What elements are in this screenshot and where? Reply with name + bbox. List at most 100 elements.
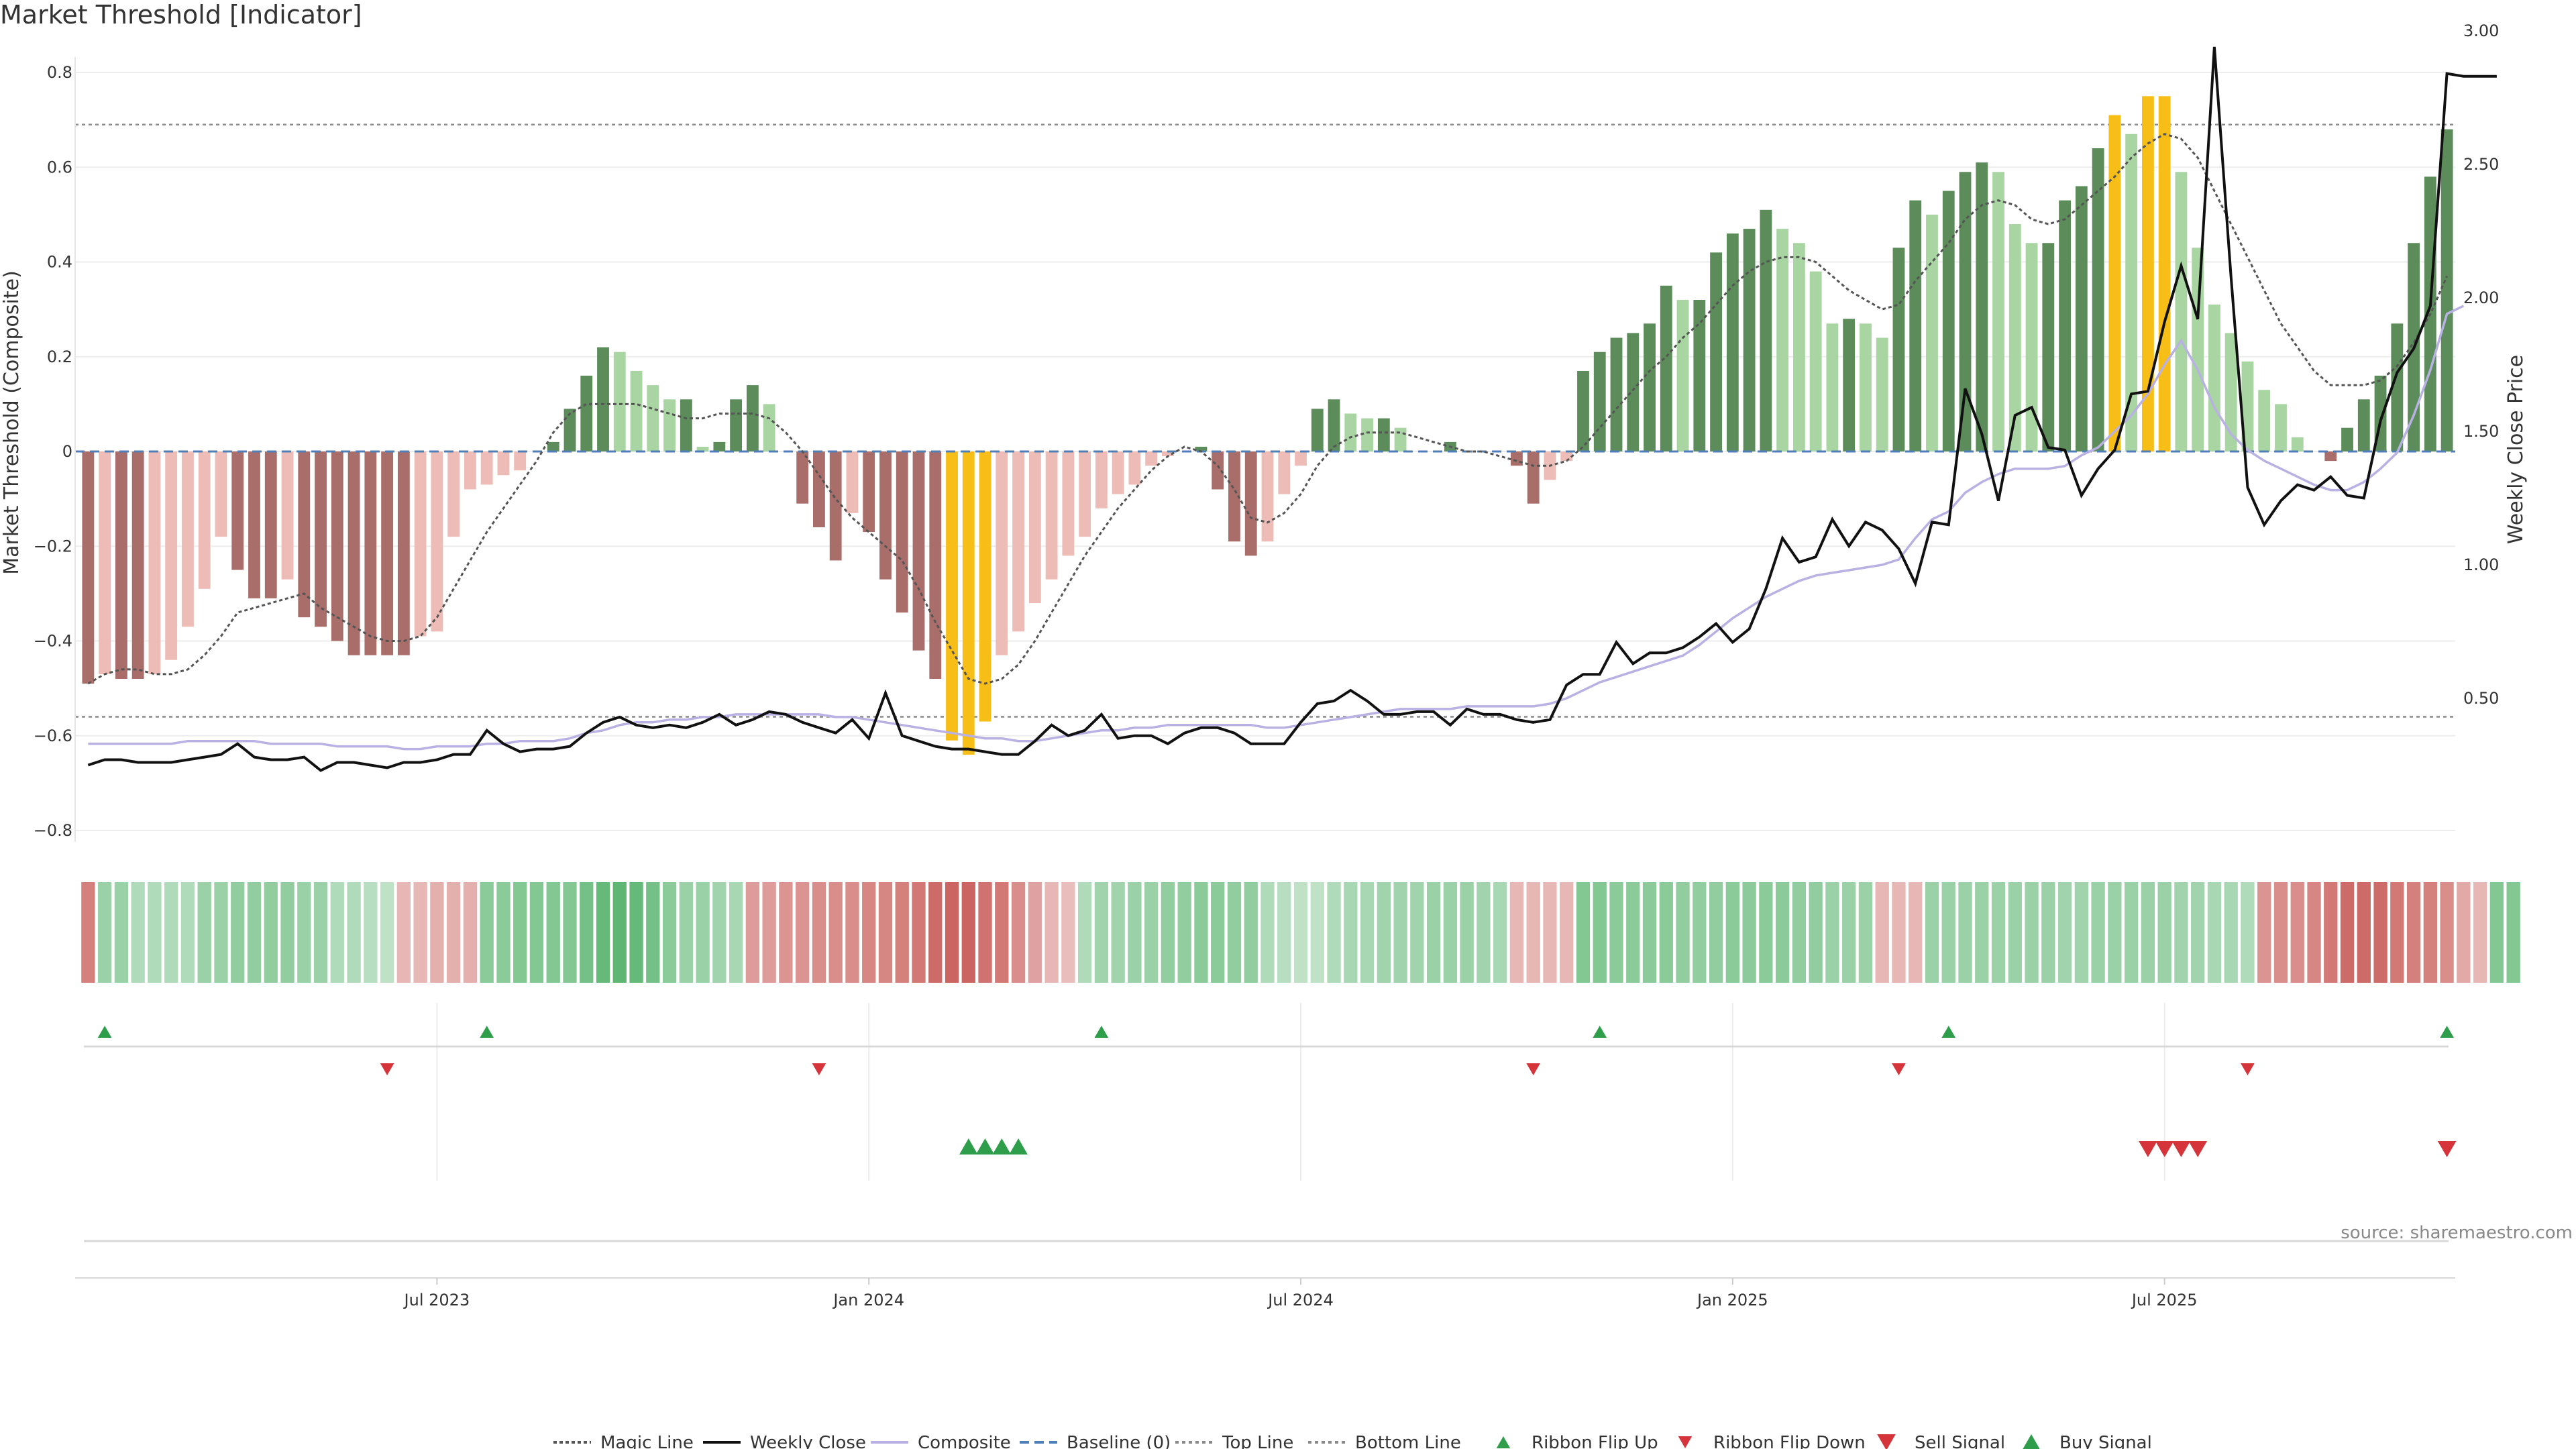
ribbon-cell — [2025, 882, 2039, 983]
ribbon-cell — [612, 882, 627, 983]
bar — [1627, 333, 1640, 451]
bar — [480, 451, 493, 485]
bar — [331, 451, 343, 641]
composite-line — [88, 305, 2465, 751]
x-tick-label: Jul 2023 — [403, 1291, 470, 1309]
ribbon-cell — [2108, 882, 2122, 983]
bar — [1162, 451, 1174, 457]
ribbon-cell — [114, 882, 129, 983]
series-lines — [75, 46, 2497, 772]
ribbon-flip-down-marker — [812, 1063, 826, 1075]
bar — [1710, 252, 1722, 451]
legend-label: Composite — [918, 1433, 1011, 1449]
bar — [1577, 370, 1589, 451]
bar — [248, 451, 260, 598]
bar — [298, 451, 311, 618]
bar — [1012, 451, 1024, 632]
bar — [2141, 96, 2154, 451]
ribbon-cell — [2357, 882, 2371, 983]
bar — [1909, 200, 1922, 451]
bar — [1892, 248, 1905, 451]
ribbon-cell — [1642, 882, 1657, 983]
y-axis-label-right: Weekly Close Price — [2504, 355, 2528, 544]
ribbon-cell — [231, 882, 245, 983]
ribbon-cell — [745, 882, 760, 983]
ribbon-cell — [2224, 882, 2238, 983]
ribbon-cell — [1925, 882, 1939, 983]
bar — [1195, 446, 1208, 451]
ribbon-cell — [961, 882, 975, 983]
bar — [381, 451, 394, 655]
bar — [1644, 323, 1656, 451]
legend-marker — [1678, 1436, 1693, 1448]
ribbon-cell — [1560, 882, 1574, 983]
ribbon-cell — [330, 882, 344, 983]
ribbon-cell — [895, 882, 909, 983]
ribbon-cell — [197, 882, 211, 983]
y-axis-label-left: Market Threshold (Composite) — [0, 270, 23, 575]
reference-lines — [75, 123, 2455, 718]
ribbon-cell — [1310, 882, 1324, 983]
ribbon-cell — [1477, 882, 1491, 983]
bar — [1361, 418, 1373, 451]
legend-label: Ribbon Flip Up — [1532, 1433, 1658, 1449]
bar — [1610, 337, 1623, 451]
bar — [447, 451, 460, 537]
ribbon-cell — [1875, 882, 1889, 983]
ribbon-cell — [297, 882, 311, 983]
ribbon-cell — [313, 882, 328, 983]
ribbon-cell — [712, 882, 727, 983]
y-tick-right: 2.50 — [2463, 155, 2499, 174]
bar — [1760, 209, 1772, 451]
ribbon-cell — [2423, 882, 2438, 983]
ribbon-cell — [2457, 882, 2471, 983]
bar — [497, 451, 510, 476]
bar — [2241, 361, 2254, 451]
chart-title: Market Threshold [Indicator] — [0, 0, 362, 30]
ribbon-cell — [2257, 882, 2271, 983]
ribbon-cell — [812, 882, 826, 983]
ribbon-cell — [2290, 882, 2304, 983]
legend-label: Sell Signal — [1915, 1433, 2005, 1449]
bar — [2391, 323, 2404, 451]
y-tick-left: 0 — [62, 442, 72, 461]
bar — [796, 451, 809, 504]
legend-marker — [1496, 1436, 1511, 1448]
buy-signal-marker — [1009, 1138, 1028, 1155]
ribbon-cell — [1958, 882, 1972, 983]
ribbon-cell — [247, 882, 262, 983]
ribbon-flip-down-marker — [1526, 1063, 1540, 1075]
ribbon-cell — [1161, 882, 1175, 983]
ribbon-cell — [796, 882, 810, 983]
ribbon-cell — [2440, 882, 2454, 983]
ribbon-cell — [1759, 882, 1773, 983]
ribbon-cell — [1626, 882, 1640, 983]
bar — [231, 451, 244, 570]
bar — [1377, 418, 1390, 451]
bar — [763, 404, 775, 451]
bar — [1328, 399, 1340, 451]
ribbon-cell — [1227, 882, 1242, 983]
ribbon-cell — [1659, 882, 1673, 983]
ribbon-cell — [596, 882, 610, 983]
bar — [2075, 186, 2088, 451]
bar — [2440, 129, 2453, 451]
bar — [115, 451, 127, 679]
ribbon-cell — [1077, 882, 1092, 983]
legend-marker — [1877, 1434, 1896, 1449]
source-note: source: sharemaestro.com — [2341, 1223, 2573, 1243]
ribbon-cell — [1693, 882, 1707, 983]
x-tick-label: Jul 2024 — [1267, 1291, 1334, 1309]
bar — [431, 451, 443, 632]
ribbon-cell — [912, 882, 926, 983]
weekly-close-line — [87, 46, 2497, 772]
bar — [597, 347, 609, 451]
ribbon-flip-down-marker — [1892, 1063, 1906, 1075]
bar — [131, 451, 144, 679]
bar — [979, 451, 991, 722]
ribbon-cell — [2057, 882, 2072, 983]
bars — [82, 96, 2453, 755]
ribbon-cell — [995, 882, 1009, 983]
ribbon-cell — [1061, 882, 1075, 983]
